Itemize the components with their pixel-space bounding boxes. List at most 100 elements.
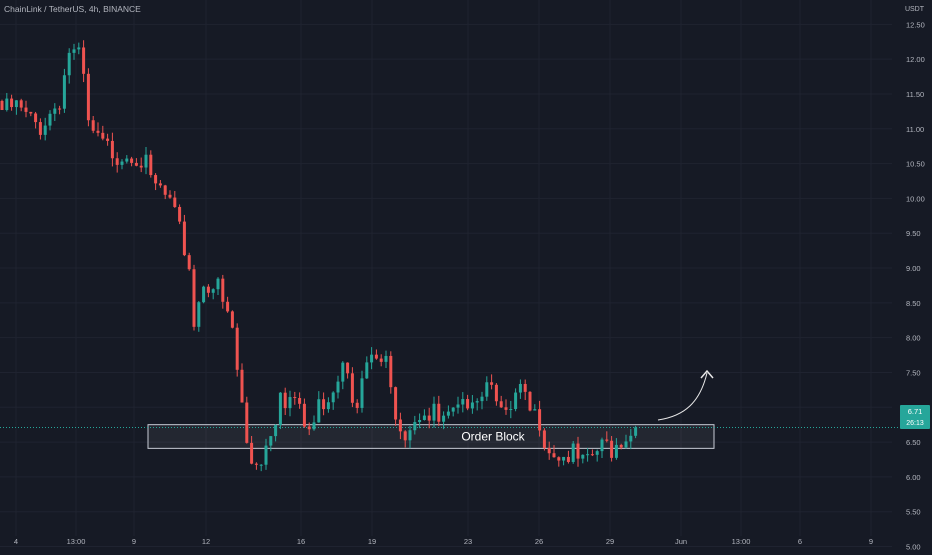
candle-body bbox=[326, 402, 330, 410]
projection-arrow bbox=[657, 372, 708, 421]
candle-body bbox=[370, 354, 374, 363]
candle-body bbox=[10, 98, 14, 108]
candle-body bbox=[298, 398, 302, 404]
candle-body bbox=[259, 464, 263, 466]
candle-body bbox=[53, 108, 57, 114]
candle-body bbox=[456, 404, 460, 408]
grid bbox=[0, 0, 892, 548]
candle-body bbox=[350, 373, 354, 403]
candle-body bbox=[202, 286, 206, 303]
candle-body bbox=[571, 443, 575, 462]
candle-body bbox=[494, 384, 498, 402]
price-tick-label: 10.50 bbox=[906, 160, 925, 169]
candle-body bbox=[432, 403, 436, 421]
candle-body bbox=[317, 399, 321, 423]
candle-body bbox=[590, 454, 594, 456]
bar-countdown: 26:13 bbox=[906, 420, 924, 427]
arrow-head-icon bbox=[700, 369, 714, 379]
candle-body bbox=[274, 424, 278, 437]
candle-body bbox=[82, 47, 86, 74]
candle-body bbox=[58, 108, 62, 110]
candle-body bbox=[182, 221, 186, 256]
candle-body bbox=[163, 185, 167, 195]
candle-body bbox=[48, 113, 52, 126]
candle-body bbox=[533, 409, 537, 411]
candle-body bbox=[336, 381, 340, 393]
candle-body bbox=[461, 399, 465, 405]
candle-body bbox=[581, 454, 585, 459]
price-tick-label: 11.00 bbox=[906, 125, 924, 134]
candle-body bbox=[394, 387, 398, 420]
candle-body bbox=[466, 399, 470, 409]
candle-body bbox=[413, 422, 417, 431]
candle-body bbox=[480, 396, 484, 402]
candle-body bbox=[614, 444, 618, 458]
candle-body bbox=[374, 354, 378, 359]
candle-body bbox=[610, 440, 614, 458]
price-tick-label: 8.50 bbox=[906, 299, 921, 308]
candle-body bbox=[192, 269, 196, 327]
candle-body bbox=[389, 355, 393, 388]
candle-body bbox=[490, 382, 494, 385]
candle-body bbox=[562, 456, 566, 461]
candle-body bbox=[547, 448, 551, 454]
price-tick-label: 9.00 bbox=[906, 264, 921, 273]
candle-body bbox=[442, 415, 446, 422]
candle-body bbox=[211, 289, 215, 293]
candle-body bbox=[605, 439, 609, 441]
candle-body bbox=[197, 302, 201, 327]
candle-body bbox=[523, 383, 527, 392]
candle-body bbox=[586, 454, 590, 456]
symbol-header[interactable]: ChainLink / TetherUS, 4h, BINANCE bbox=[4, 4, 141, 14]
price-tick-label: 5.50 bbox=[906, 508, 921, 517]
candle-body bbox=[34, 113, 38, 123]
candle-body bbox=[173, 197, 177, 207]
candle-body bbox=[499, 401, 503, 408]
candle-body bbox=[403, 431, 407, 441]
candle-body bbox=[418, 419, 422, 423]
candle-body bbox=[293, 397, 297, 399]
candle-body bbox=[542, 430, 546, 449]
candle-body bbox=[552, 453, 556, 458]
price-tick-label: 11.50 bbox=[906, 90, 924, 99]
candle-body bbox=[206, 286, 210, 293]
candle-body bbox=[216, 278, 220, 290]
candle-body bbox=[312, 422, 316, 430]
candle-body bbox=[226, 301, 230, 312]
candle-body bbox=[144, 154, 148, 168]
last-price-value: 6.71 bbox=[908, 407, 923, 416]
candle-body bbox=[254, 463, 258, 465]
time-axis[interactable]: 4 13:00 9 12 16 19 23 26 29 Jun 13:00 6 9 bbox=[14, 537, 873, 546]
order-block-zone bbox=[147, 424, 715, 449]
candle-body bbox=[110, 140, 114, 159]
price-axis[interactable]: 12.50 12.00 11.50 11.00 10.50 10.00 9.50 9.00 8.… bbox=[906, 20, 925, 551]
candles bbox=[0, 40, 638, 472]
candle-body bbox=[538, 409, 542, 431]
candle-body bbox=[341, 362, 345, 382]
time-tick-label: 16 bbox=[297, 537, 305, 546]
candle-body bbox=[91, 120, 95, 131]
candle-body bbox=[0, 100, 4, 110]
candle-body bbox=[528, 391, 532, 411]
candle-body bbox=[514, 392, 518, 410]
candle-body bbox=[384, 355, 388, 362]
candle-body bbox=[470, 402, 474, 409]
time-tick-label: 9 bbox=[132, 537, 136, 546]
candle-body bbox=[86, 73, 90, 121]
time-tick-label: 29 bbox=[606, 537, 614, 546]
candle-body bbox=[269, 436, 273, 446]
candle-body bbox=[125, 158, 129, 162]
candle-body bbox=[115, 158, 119, 165]
candle-body bbox=[38, 122, 42, 135]
candle-body bbox=[346, 362, 350, 374]
price-tick-label: 12.00 bbox=[906, 55, 925, 64]
candle-body bbox=[72, 49, 76, 53]
candle-body bbox=[283, 392, 287, 409]
candle-body bbox=[67, 52, 71, 76]
price-tick-label: 6.50 bbox=[906, 438, 921, 447]
candle-body bbox=[106, 138, 110, 141]
candle-body bbox=[451, 407, 455, 412]
candle-body bbox=[619, 444, 623, 448]
